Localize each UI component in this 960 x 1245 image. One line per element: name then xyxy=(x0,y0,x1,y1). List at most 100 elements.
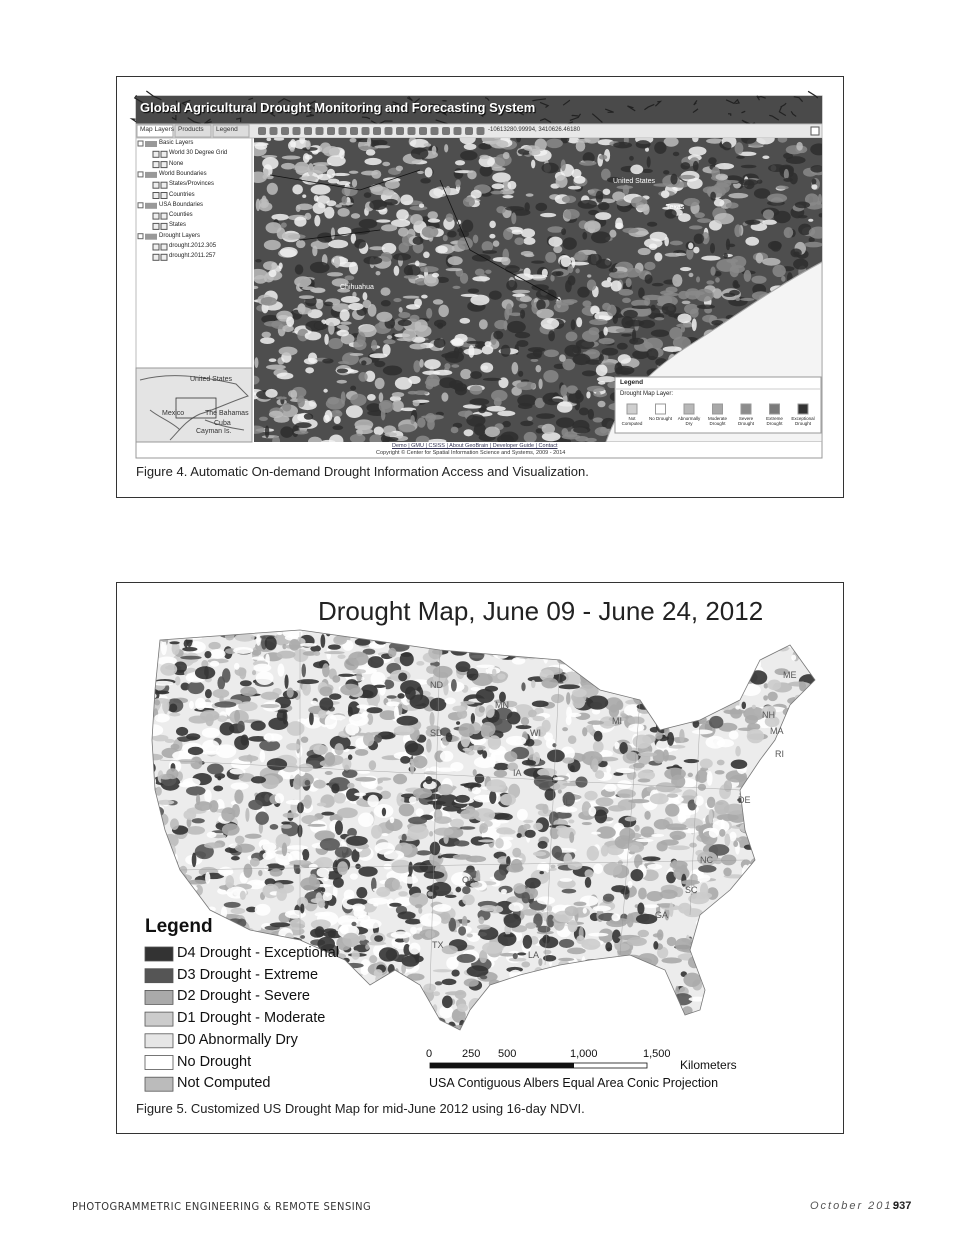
map-patch xyxy=(523,237,536,245)
checkbox[interactable] xyxy=(160,150,168,158)
tool-button[interactable] xyxy=(407,127,416,135)
checkbox[interactable] xyxy=(160,253,168,261)
tool-button[interactable] xyxy=(442,127,450,135)
tool-button[interactable] xyxy=(338,127,347,135)
checkbox[interactable] xyxy=(152,181,160,189)
checkbox[interactable] xyxy=(152,222,160,230)
drought-patch xyxy=(723,709,746,715)
map-patch xyxy=(534,397,545,409)
drought-patch xyxy=(584,790,598,801)
layer-item[interactable]: drought.2011.257 xyxy=(169,253,216,260)
tree-toggle[interactable] xyxy=(137,233,144,240)
scale-unit: Kilometers xyxy=(680,1058,737,1072)
map-patch xyxy=(745,236,760,246)
map-patch xyxy=(439,377,457,389)
layer-item[interactable]: World 30 Degree Grid xyxy=(169,150,228,157)
map-patch xyxy=(590,231,611,244)
tool-button[interactable] xyxy=(327,127,335,135)
tool-button[interactable] xyxy=(292,127,301,135)
tool-button[interactable] xyxy=(810,126,820,136)
drought-patch xyxy=(757,787,768,799)
drought-patch xyxy=(636,1008,658,1013)
tool-button[interactable] xyxy=(430,127,439,135)
tree-toggle[interactable] xyxy=(137,202,144,209)
drought-patch xyxy=(575,776,588,788)
drought-patch xyxy=(307,823,326,827)
drought-patch xyxy=(513,883,526,894)
tool-button[interactable] xyxy=(476,127,485,135)
map-patch xyxy=(512,289,531,294)
layer-group[interactable]: Basic Layers xyxy=(159,140,194,146)
map-patch xyxy=(412,399,420,407)
drought-patch xyxy=(606,765,611,774)
drought-patch xyxy=(705,974,724,986)
map-patch xyxy=(423,251,430,259)
drought-patch xyxy=(450,640,461,647)
checkbox[interactable] xyxy=(160,192,168,199)
map-patch xyxy=(266,364,286,370)
map-patch xyxy=(567,275,576,286)
tab-label[interactable]: Map Layers xyxy=(140,126,174,133)
tool-button[interactable] xyxy=(315,127,324,135)
drought-patch xyxy=(669,830,686,840)
tool-button[interactable] xyxy=(419,127,427,135)
drought-patch xyxy=(684,670,700,682)
checkbox[interactable] xyxy=(160,161,168,169)
drought-patch xyxy=(237,720,245,733)
tree-toggle[interactable] xyxy=(137,171,144,178)
checkbox[interactable] xyxy=(152,192,160,199)
drought-patch xyxy=(791,901,799,912)
drought-patch xyxy=(217,776,222,781)
drought-patch xyxy=(334,994,356,1005)
checkbox[interactable] xyxy=(160,222,168,230)
drought-patch xyxy=(562,757,575,764)
tool-button[interactable] xyxy=(258,127,266,135)
checkbox[interactable] xyxy=(160,243,168,251)
tool-button[interactable] xyxy=(465,127,473,135)
layer-item[interactable]: None xyxy=(169,160,184,167)
map-patch xyxy=(629,337,645,345)
map-patch xyxy=(268,269,277,278)
tab-label[interactable]: Products xyxy=(178,126,204,133)
drought-patch xyxy=(657,1008,677,1013)
tool-button[interactable] xyxy=(453,127,462,135)
map-patch xyxy=(783,177,793,182)
drought-patch xyxy=(525,922,537,929)
layer-item[interactable]: States xyxy=(169,222,187,229)
map-patch xyxy=(603,326,608,336)
drought-patch xyxy=(658,707,672,719)
checkbox[interactable] xyxy=(152,150,160,158)
drought-patch xyxy=(567,630,574,642)
drought-patch xyxy=(771,839,791,853)
checkbox[interactable] xyxy=(152,253,160,261)
layer-group[interactable]: World Boundaries xyxy=(159,170,207,177)
layer-item[interactable]: drought.2012.305 xyxy=(169,243,217,249)
tab-label[interactable]: Legend xyxy=(216,126,238,133)
layer-group[interactable]: Drought Layers xyxy=(159,232,201,239)
tool-button[interactable] xyxy=(384,127,393,135)
map-patch xyxy=(482,377,502,381)
map-patch xyxy=(275,396,287,400)
layer-item[interactable]: Countries xyxy=(169,191,195,198)
checkbox[interactable] xyxy=(160,181,168,189)
tool-button[interactable] xyxy=(304,127,312,135)
tool-button[interactable] xyxy=(396,127,404,135)
layer-item[interactable]: Counties xyxy=(169,212,193,219)
tool-button[interactable] xyxy=(361,127,370,135)
layer-group[interactable]: USA Boundaries xyxy=(159,201,204,208)
drought-patch xyxy=(792,841,805,846)
checkbox[interactable] xyxy=(160,212,168,220)
drought-patch xyxy=(565,715,572,726)
footer-links[interactable]: Demo | GMU | CSISS | About GeoBrain | De… xyxy=(392,443,558,449)
checkbox[interactable] xyxy=(152,161,160,169)
checkbox[interactable] xyxy=(152,212,160,220)
tool-button[interactable] xyxy=(350,127,358,135)
tool-button[interactable] xyxy=(269,127,278,135)
map-patch xyxy=(254,357,259,369)
map-patch xyxy=(427,211,438,220)
checkbox[interactable] xyxy=(152,243,160,251)
tree-toggle[interactable] xyxy=(137,140,144,147)
tool-button[interactable] xyxy=(373,127,381,135)
tool-button[interactable] xyxy=(281,127,289,135)
layer-item[interactable]: States/Provinces xyxy=(169,181,215,188)
